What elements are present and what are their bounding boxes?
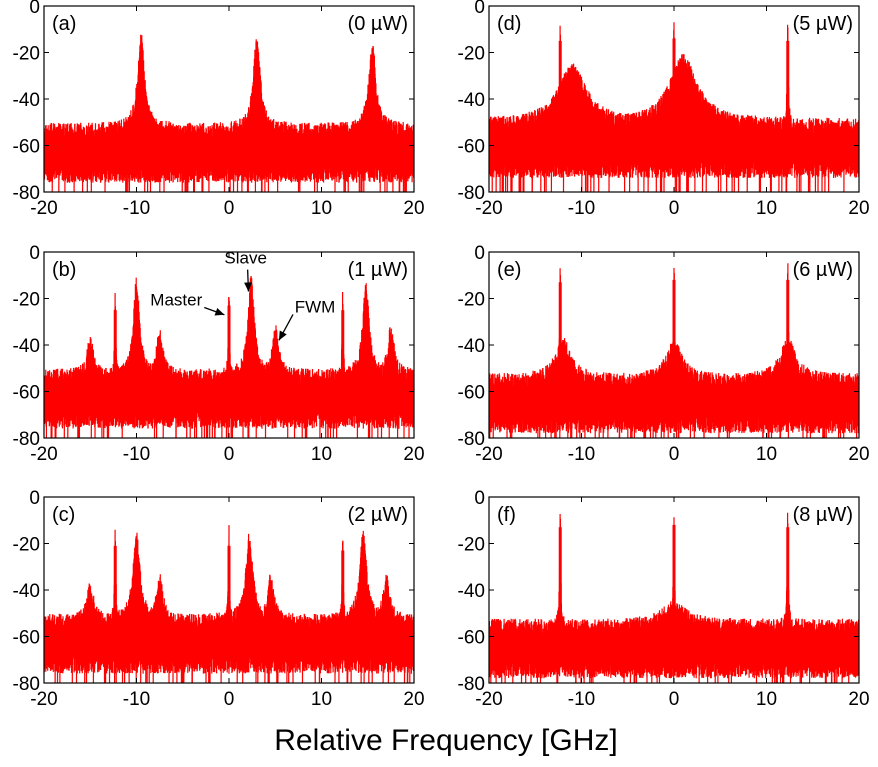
- x-tick-label: -20: [30, 444, 57, 465]
- x-tick-label: -20: [475, 198, 502, 219]
- y-tick-label: -40: [13, 90, 40, 111]
- y-tick-label: -20: [458, 44, 485, 65]
- power-label: (0 µW): [348, 13, 408, 35]
- panel-label: (c): [52, 504, 75, 526]
- x-tick-label: 10: [311, 689, 332, 710]
- panel-d: -20 -10 0 10 20 0 -20 -40 -60 -80 (d) (5 µW): [458, 0, 870, 219]
- x-tick-label: -10: [568, 444, 595, 465]
- annotation-fwm: FWM: [295, 297, 336, 316]
- x-tick-label: 0: [669, 689, 680, 710]
- y-tick-label: -60: [13, 137, 40, 158]
- x-tick-label: 10: [311, 198, 332, 219]
- x-tick-label: -10: [568, 198, 595, 219]
- x-tick-label: -20: [475, 689, 502, 710]
- x-tick-label: 0: [224, 444, 235, 465]
- x-tick-label: 10: [756, 198, 777, 219]
- y-tick-label: -80: [458, 674, 485, 695]
- y-tick-label: -40: [13, 581, 40, 602]
- arrow-head-icon: [278, 330, 287, 341]
- y-tick-label: 0: [474, 0, 485, 18]
- arrow-head-icon: [244, 282, 253, 292]
- power-label: (5 µW): [793, 13, 853, 35]
- power-label: (2 µW): [348, 504, 408, 526]
- panel-label: (f): [497, 504, 516, 526]
- y-tick-label: 0: [29, 243, 40, 264]
- x-tick-label: -10: [123, 689, 150, 710]
- y-tick-label: -80: [13, 183, 40, 204]
- power-label: (6 µW): [793, 259, 853, 281]
- x-tick-label: 0: [224, 689, 235, 710]
- power-label: (1 µW): [348, 259, 408, 281]
- y-tick-label: -20: [13, 535, 40, 556]
- y-tick-label: -80: [13, 429, 40, 450]
- y-tick-label: -60: [13, 628, 40, 649]
- y-tick-label: -40: [458, 336, 485, 357]
- spectrum-trace: [44, 34, 414, 192]
- panel-label: (a): [52, 13, 76, 35]
- y-tick-label: -40: [13, 336, 40, 357]
- annotation-slave: Slave: [224, 249, 267, 268]
- panel-label: (e): [497, 259, 521, 281]
- x-tick-label: 10: [311, 444, 332, 465]
- y-tick-label: 0: [29, 0, 40, 18]
- x-tick-label: 10: [756, 689, 777, 710]
- x-tick-label: -10: [123, 444, 150, 465]
- annotation-master: Master: [150, 290, 202, 309]
- panel-c: -20 -10 0 10 20 0 -20 -40 -60 -80 (c) (2 µW): [13, 488, 425, 710]
- x-tick-label: -10: [123, 198, 150, 219]
- panel-label: (b): [52, 259, 76, 281]
- y-tick-label: -40: [458, 581, 485, 602]
- x-axis-label: Relative Frequency [GHz]: [274, 724, 617, 757]
- panel-b: -20 -10 0 10 20 0 -20 -40 -60 -80 (b) (1 µW) Master S…: [13, 243, 425, 465]
- x-tick-label: 0: [224, 198, 235, 219]
- x-tick-label: 20: [403, 444, 424, 465]
- panel-a: -20 -10 0 10 20 0 -20 -40 -60 -80 (a) (0 µW): [13, 0, 425, 219]
- panel-f: -20 -10 0 10 20 0 -20 -40 -60 -80 (f) (8 µW): [458, 488, 870, 710]
- x-tick-label: 20: [403, 198, 424, 219]
- power-label: (8 µW): [793, 504, 853, 526]
- y-tick-label: -60: [13, 383, 40, 404]
- y-tick-label: 0: [29, 488, 40, 509]
- x-tick-label: -10: [568, 689, 595, 710]
- x-tick-label: 20: [848, 689, 869, 710]
- y-tick-label: -60: [458, 628, 485, 649]
- y-tick-label: -80: [13, 674, 40, 695]
- arrow-head-icon: [214, 307, 225, 316]
- y-tick-label: -20: [458, 535, 485, 556]
- y-tick-label: -20: [458, 290, 485, 311]
- panel-label: (d): [497, 13, 521, 35]
- x-tick-label: -20: [30, 198, 57, 219]
- x-tick-label: 20: [848, 444, 869, 465]
- x-tick-label: 10: [756, 444, 777, 465]
- x-tick-label: -20: [30, 689, 57, 710]
- y-tick-label: -20: [13, 44, 40, 65]
- x-tick-label: 0: [669, 444, 680, 465]
- y-tick-label: -40: [458, 90, 485, 111]
- y-tick-label: -60: [458, 383, 485, 404]
- x-tick-label: 20: [848, 198, 869, 219]
- y-tick-label: -20: [13, 290, 40, 311]
- panel-e: -20 -10 0 10 20 0 -20 -40 -60 -80 (e) (6 µW): [458, 243, 870, 465]
- y-tick-label: -60: [458, 137, 485, 158]
- x-tick-label: -20: [475, 444, 502, 465]
- y-tick-label: -80: [458, 429, 485, 450]
- y-tick-label: 0: [474, 488, 485, 509]
- y-tick-label: 0: [474, 243, 485, 264]
- y-tick-label: -80: [458, 183, 485, 204]
- x-tick-label: 20: [403, 689, 424, 710]
- x-tick-label: 0: [669, 198, 680, 219]
